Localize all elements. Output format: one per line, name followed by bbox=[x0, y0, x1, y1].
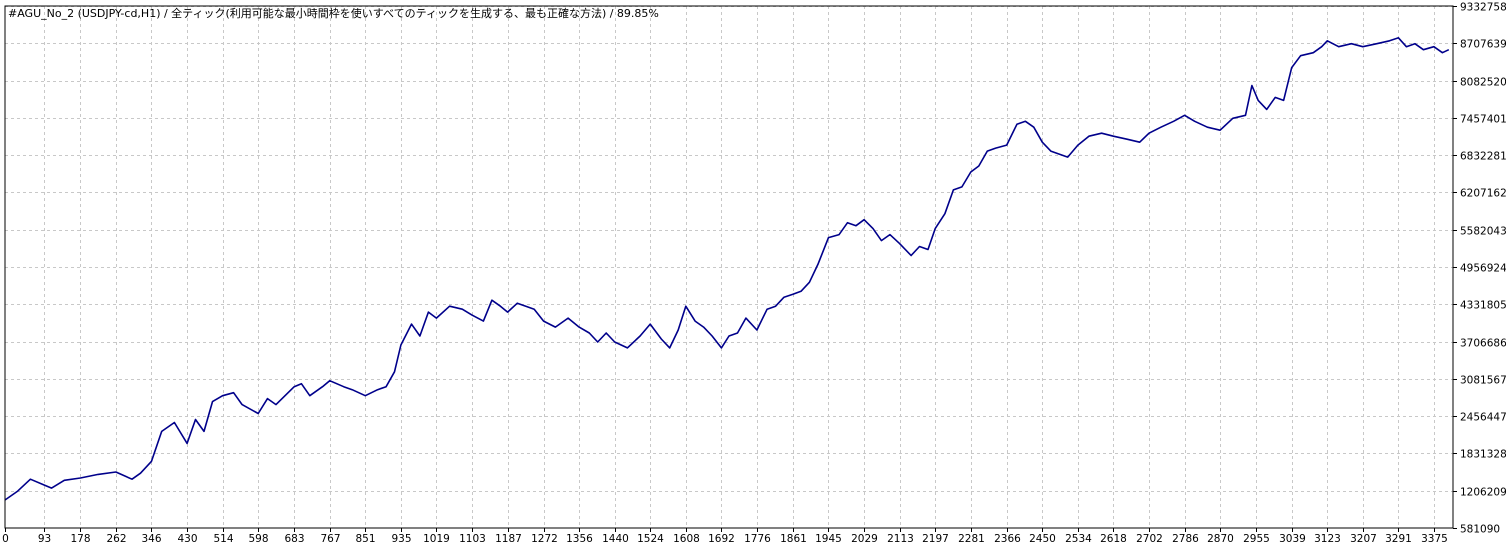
y-tick-label: 6832281 bbox=[1460, 151, 1506, 163]
x-tick-label: 1019 bbox=[423, 533, 450, 545]
line-layer bbox=[4, 36, 1450, 501]
x-tick-label: 514 bbox=[213, 533, 233, 545]
y-tick-label: 4331805 bbox=[1460, 300, 1506, 312]
y-axis: 581090 1206209 1831328 2456447 3081567 370668… bbox=[1453, 2, 1506, 536]
x-tick-label: 1524 bbox=[637, 533, 664, 545]
x-tick-label: 1861 bbox=[780, 533, 807, 545]
x-tick-label: 346 bbox=[141, 533, 161, 545]
x-tick-label: 2366 bbox=[994, 533, 1021, 545]
x-tick-label: 1440 bbox=[602, 533, 629, 545]
x-tick-label: 2281 bbox=[958, 533, 985, 545]
grid-layer bbox=[5, 6, 1453, 528]
x-tick-label: 598 bbox=[248, 533, 268, 545]
x-tick-label: 2618 bbox=[1100, 533, 1127, 545]
y-tick-label: 2456447 bbox=[1460, 412, 1506, 424]
x-tick-label: 851 bbox=[355, 533, 375, 545]
x-tick-label: 2870 bbox=[1207, 533, 1234, 545]
x-tick-label: 3039 bbox=[1279, 533, 1306, 545]
x-tick-label: 1608 bbox=[673, 533, 700, 545]
x-tick-label: 2786 bbox=[1172, 533, 1199, 545]
y-tick-label: 8707639 bbox=[1460, 39, 1506, 51]
x-tick-label: 1272 bbox=[531, 533, 558, 545]
y-tick-label: 5582043 bbox=[1460, 226, 1506, 238]
x-tick-label: 430 bbox=[177, 533, 197, 545]
chart-title: #AGU_No_2 (USDJPY-cd,H1) / 全ティック(利用可能な最小… bbox=[8, 6, 659, 20]
x-tick-label: 3291 bbox=[1385, 533, 1412, 545]
x-tick-label: 767 bbox=[320, 533, 340, 545]
y-tick-label: 1206209 bbox=[1460, 487, 1506, 499]
y-tick-label: 8082520 bbox=[1460, 77, 1506, 89]
x-tick-label: 0 bbox=[2, 533, 9, 545]
x-tick-label: 1945 bbox=[815, 533, 842, 545]
y-tick-label: 9332758 bbox=[1460, 2, 1506, 14]
x-tick-label: 1187 bbox=[495, 533, 522, 545]
x-tick-label: 3375 bbox=[1421, 533, 1448, 545]
x-tick-label: 2450 bbox=[1029, 533, 1056, 545]
y-tick-label: 6207162 bbox=[1460, 188, 1506, 200]
x-tick-label: 178 bbox=[70, 533, 90, 545]
x-tick-label: 2702 bbox=[1136, 533, 1163, 545]
equity-series-line bbox=[4, 36, 1450, 501]
y-tick-label: 3706686 bbox=[1460, 338, 1506, 350]
x-tick-label: 2197 bbox=[922, 533, 949, 545]
x-tick-label: 3207 bbox=[1350, 533, 1377, 545]
x-tick-label: 93 bbox=[38, 533, 51, 545]
x-tick-label: 1692 bbox=[708, 533, 735, 545]
y-tick-label: 581090 bbox=[1460, 524, 1500, 536]
x-tick-label: 262 bbox=[106, 533, 126, 545]
x-tick-label: 2534 bbox=[1065, 533, 1092, 545]
x-axis: 0 93 178 262 346 430 514 598 683 767 851 935 1019 110… bbox=[2, 528, 1448, 545]
x-tick-label: 2029 bbox=[851, 533, 878, 545]
x-tick-label: 1356 bbox=[566, 533, 593, 545]
y-tick-label: 1831328 bbox=[1460, 449, 1506, 461]
x-tick-label: 3123 bbox=[1314, 533, 1341, 545]
x-tick-label: 2955 bbox=[1243, 533, 1270, 545]
x-tick-label: 683 bbox=[284, 533, 304, 545]
x-tick-label: 1776 bbox=[744, 533, 771, 545]
y-tick-label: 7457401 bbox=[1460, 114, 1506, 126]
y-tick-label: 4956924 bbox=[1460, 263, 1506, 275]
y-tick-label: 3081567 bbox=[1460, 375, 1506, 387]
x-tick-label: 935 bbox=[391, 533, 411, 545]
x-tick-label: 1103 bbox=[459, 533, 486, 545]
x-tick-label: 2113 bbox=[887, 533, 914, 545]
